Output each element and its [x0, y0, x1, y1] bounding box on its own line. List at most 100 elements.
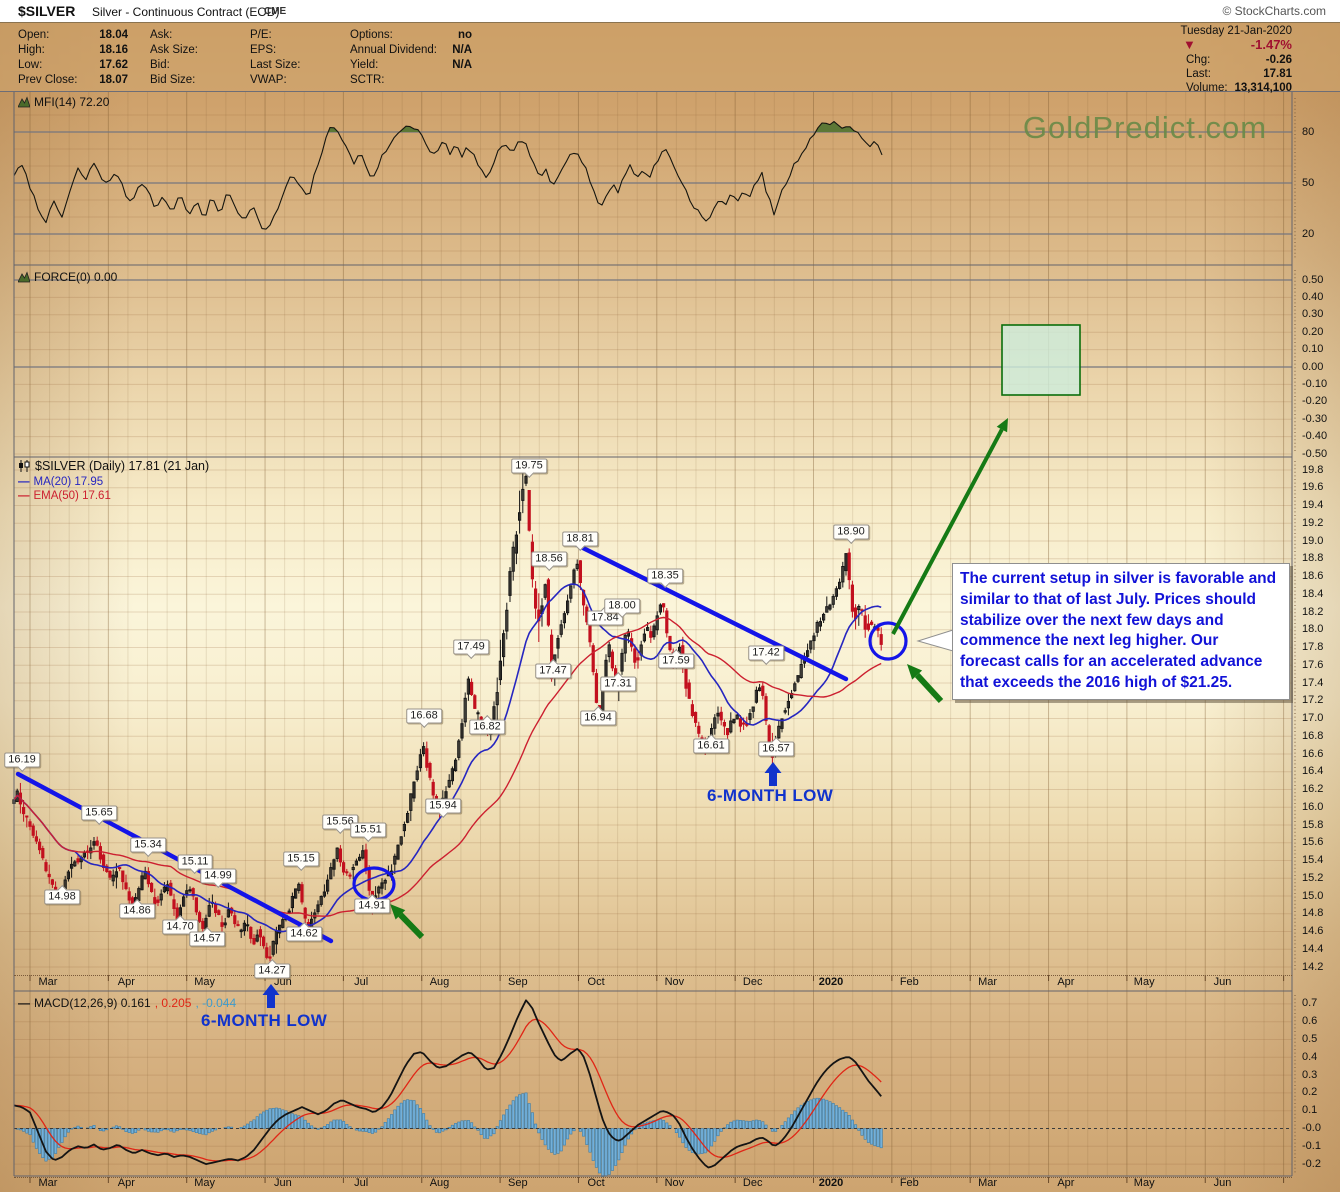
price-flag-label: 18.56 [531, 551, 567, 567]
x-axis-month-label: Feb [899, 1177, 919, 1189]
axis-tick-label: 0.2 [1302, 1086, 1318, 1099]
price-flag-label: 14.62 [286, 926, 322, 942]
axis-tick-label: 0.10 [1302, 343, 1324, 356]
x-axis-month-label: Sep [508, 1177, 528, 1189]
axis-tick-label: 19.0 [1302, 534, 1324, 547]
axis-tick-label: -0.30 [1302, 412, 1328, 425]
quote-row: Bid Size: [150, 73, 246, 88]
quote-row: High: 18.16 [18, 43, 128, 58]
quote-column: Options: no Annual Dividend: N/A Yield: N/A SC… [350, 28, 472, 88]
main-legend-title: $SILVER (Daily) 17.81 (21 Jan) [35, 459, 210, 473]
x-axis-month-label: Mar [978, 1177, 998, 1189]
price-flag-label: 17.49 [453, 639, 489, 655]
axis-tick-label: 20 [1302, 227, 1315, 240]
axis-tick-label: 16.8 [1302, 729, 1324, 742]
quote-label: Low: [18, 59, 43, 71]
axis-tick-label: 19.6 [1302, 481, 1324, 494]
goldpredict-watermark: GoldPredict.com [1022, 110, 1268, 145]
quote-date: Tuesday 21-Jan-2020 [1180, 25, 1292, 37]
x-axis-month-label: Apr [1057, 976, 1075, 988]
macd-line [13, 999, 882, 1169]
quote-value: 18.16 [99, 44, 128, 56]
x-axis-month-label: Mar [38, 1177, 58, 1189]
x-axis-month-label: May [194, 1177, 215, 1189]
quote-label: Ask Size: [150, 44, 198, 56]
quote-row: P/E: [250, 28, 346, 43]
price-flag-label: 16.94 [580, 710, 616, 726]
quote-row: EPS: [250, 43, 346, 58]
price-flag-label: 17.47 [535, 663, 571, 679]
axis-tick-label: 0.30 [1302, 308, 1324, 321]
ema50-line [13, 616, 882, 917]
quote-column: Open: 18.04 High: 18.16 Low: 17.62 Prev Close:… [18, 28, 128, 88]
price-flag-label: 16.68 [406, 708, 442, 724]
x-axis-month-label: Dec [742, 1177, 763, 1189]
quote-label: Last Size: [250, 59, 301, 71]
x-axis-month-label: Oct [587, 1177, 605, 1189]
quote-row: Annual Dividend: N/A [350, 43, 472, 58]
price-flag-label: 14.99 [200, 868, 236, 884]
force-legend: FORCE(0) 0.00 [18, 270, 117, 284]
price-flag-label: 18.35 [647, 568, 683, 584]
quote-column: Ask: Ask Size: Bid: Bid Size: [150, 28, 246, 88]
price-flag-label: 15.15 [283, 851, 319, 867]
axis-tick-label: 16.4 [1302, 765, 1324, 778]
x-axis-month-label: Apr [1057, 1177, 1075, 1189]
x-axis-month-label: Dec [742, 976, 763, 988]
ma-legend: — MA(20) 17.95 [18, 476, 103, 488]
axis-tick-label: 18.2 [1302, 605, 1324, 618]
x-axis-month-label: Oct [587, 976, 605, 988]
axis-tick-label: 15.8 [1302, 818, 1324, 831]
axis-tick-label: 17.4 [1302, 676, 1324, 689]
quote-label: Annual Dividend: [350, 44, 437, 56]
quote-row: SCTR: [350, 73, 472, 88]
mfi-series [13, 121, 884, 230]
axis-tick-label: 19.4 [1302, 499, 1324, 511]
quote-label: Bid Size: [150, 74, 196, 86]
axis-tick-label: 14.8 [1302, 907, 1324, 920]
macd-legend-value-red: , 0.205 [154, 996, 192, 1010]
ema-legend-dash: — [18, 490, 30, 502]
quote-label: Open: [18, 29, 50, 41]
force-legend-label: FORCE(0) 0.00 [34, 270, 118, 284]
macd-legend: — MACD(12,26,9) 0.161 , 0.205 , -0.044 [18, 996, 236, 1010]
x-axis-month-label: Jun [1213, 1177, 1232, 1189]
six-month-low-label-1: 6-MONTH LOW [201, 1011, 328, 1030]
macd-histogram [15, 1092, 883, 1177]
quote-label: P/E: [250, 29, 272, 41]
x-axis-month-label: Feb [899, 976, 919, 988]
x-axis-month-label: Mar [38, 976, 58, 988]
axis-tick-label: 17.2 [1302, 694, 1324, 707]
axis-tick-label: 50 [1302, 176, 1315, 189]
main-legend: $SILVER (Daily) 17.81 (21 Jan) [18, 459, 209, 473]
x-axis-month-label: May [1133, 1177, 1155, 1189]
price-flag-label: 17.59 [658, 653, 694, 669]
candlestick-icon [19, 460, 30, 472]
ema-legend-label: EMA(50) 17.61 [33, 490, 111, 502]
axis-tick-label: 0.4 [1302, 1050, 1318, 1063]
x-axis-month-label: Jun [274, 1177, 292, 1189]
price-flag-label: 18.90 [833, 524, 869, 540]
candlestick-series [12, 463, 883, 970]
price-flag-label: 14.98 [44, 889, 80, 905]
quote-row: Low: 17.62 [18, 58, 128, 73]
quote-value: N/A [452, 44, 472, 56]
x-axis-strip-middle [14, 975, 1292, 992]
x-axis-month-label: Jun [274, 976, 292, 988]
price-flag-label: 16.82 [469, 719, 505, 735]
axis-tick-label: 0.5 [1302, 1033, 1318, 1045]
quote-label: EPS: [250, 44, 277, 56]
axis-tick-label: 0.50 [1302, 273, 1324, 286]
quote-value: 18.07 [99, 74, 128, 86]
x-axis-month-label: 2020 [818, 976, 844, 988]
quote-label: Bid: [150, 59, 170, 71]
quote-band [0, 22, 1340, 92]
axis-tick-label: 16.6 [1302, 747, 1324, 760]
six-month-low-label-2: 6-MONTH LOW [707, 786, 834, 805]
exchange-label: CME [264, 6, 287, 17]
x-axis-month-label: Apr [117, 1177, 135, 1189]
x-axis-month-label: Jul [354, 976, 369, 988]
axis-tick-label: 0.20 [1302, 325, 1324, 338]
axis-tick-label: 17.8 [1302, 641, 1324, 653]
